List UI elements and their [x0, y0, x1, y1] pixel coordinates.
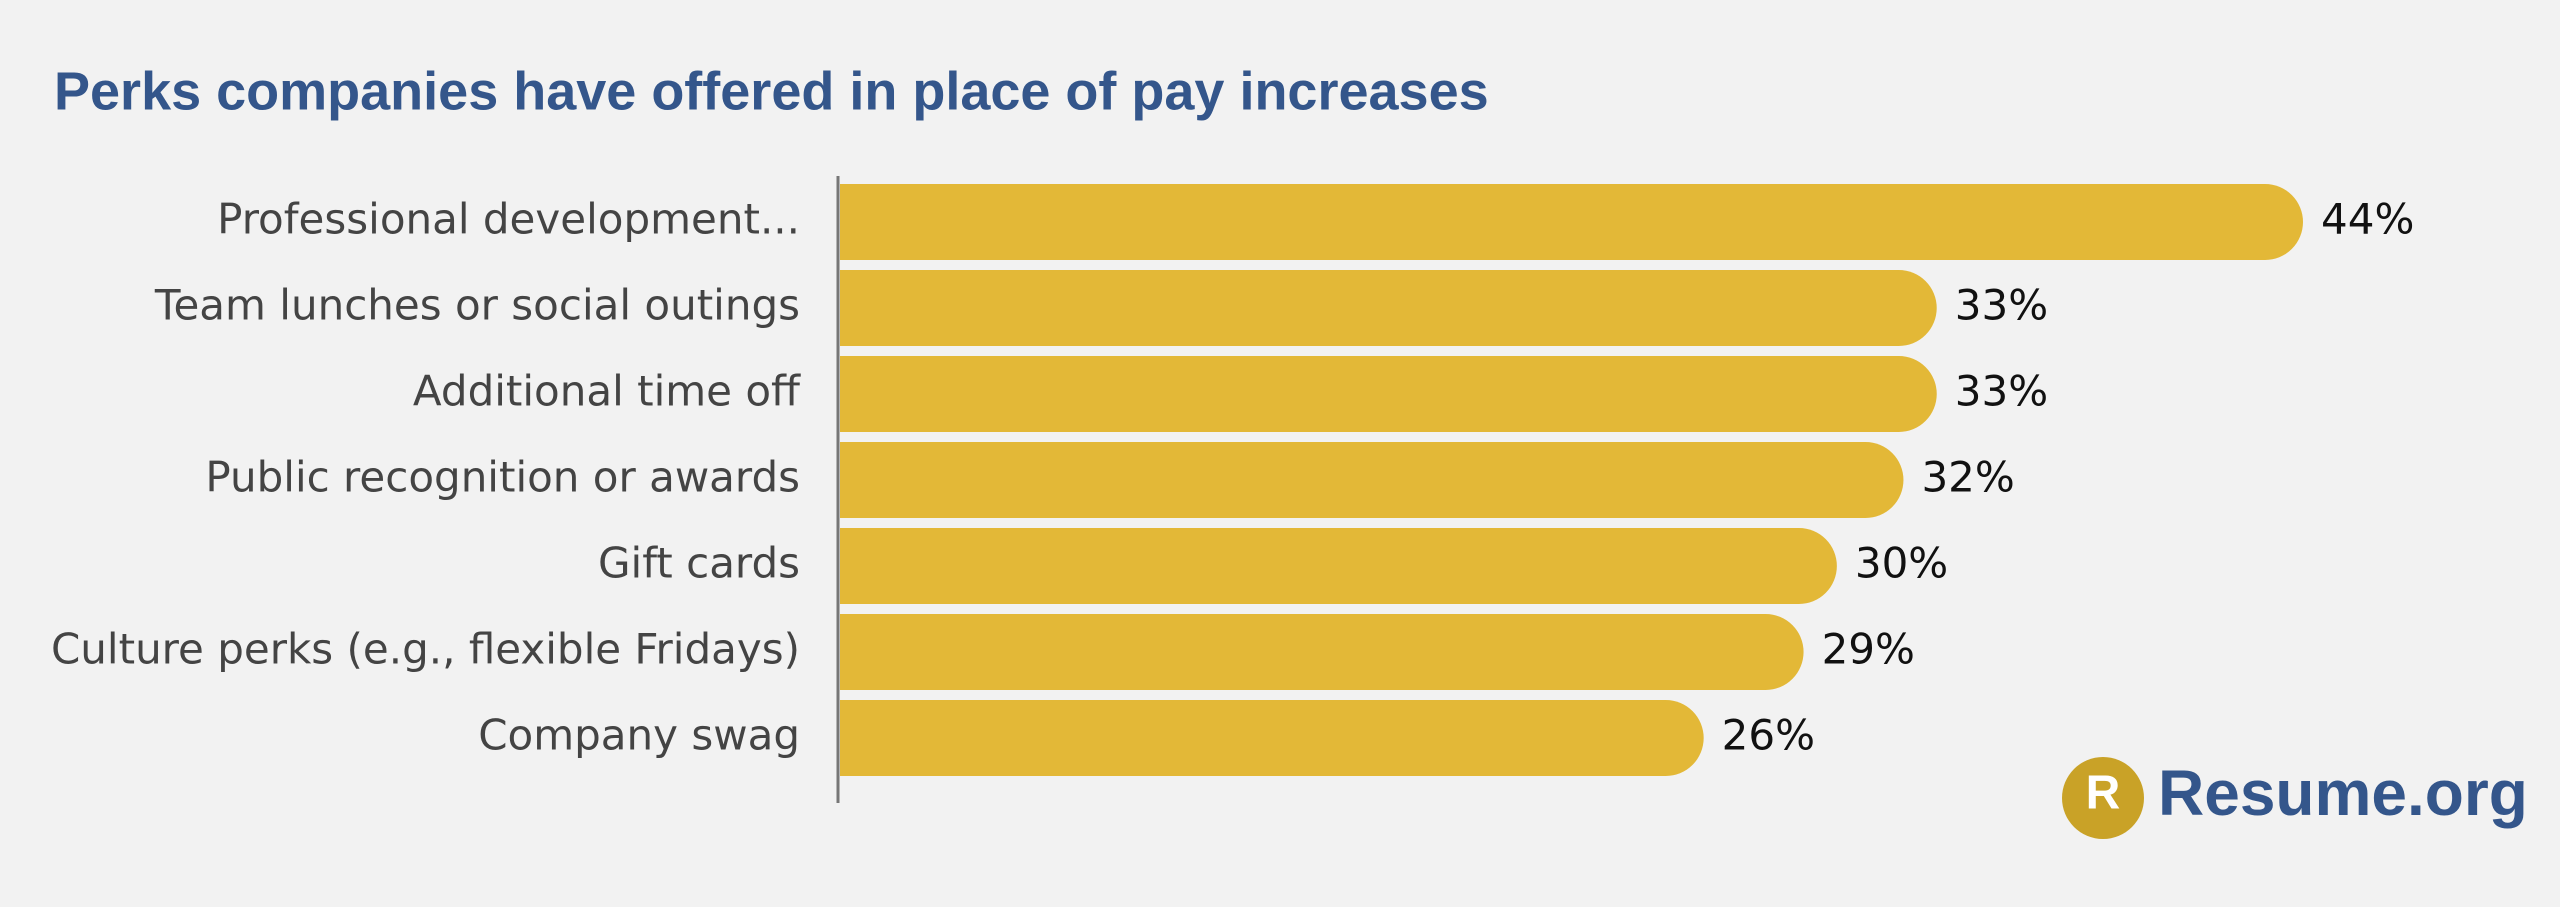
value-label: 33%: [1955, 367, 2048, 416]
category-label: Public recognition or awards: [205, 453, 800, 502]
category-label: Culture perks (e.g., flexible Fridays): [51, 625, 800, 674]
logo-icon: [2062, 757, 2144, 839]
value-label: 26%: [1722, 711, 1815, 760]
bar: [840, 528, 1837, 604]
logo-mark: R: [2086, 767, 2121, 820]
value-label: 30%: [1855, 539, 1948, 588]
logo-text: Resume.org: [2158, 757, 2528, 829]
category-label: Company swag: [478, 711, 800, 760]
bar: [840, 614, 1804, 690]
bar: [840, 184, 2303, 260]
value-label: 32%: [1921, 453, 2014, 502]
bar: [840, 356, 1937, 432]
bar: [840, 700, 1704, 776]
value-label: 44%: [2321, 195, 2414, 244]
category-label: Additional time off: [413, 367, 801, 416]
category-label: Gift cards: [598, 539, 800, 588]
category-label: Professional development...: [217, 195, 800, 244]
value-label: 33%: [1955, 281, 2048, 330]
category-label: Team lunches or social outings: [154, 281, 800, 330]
value-label: 29%: [1822, 625, 1915, 674]
bar: [840, 442, 1904, 518]
chart-title: Perks companies have offered in place of…: [54, 61, 1489, 121]
bar: [840, 270, 1937, 346]
